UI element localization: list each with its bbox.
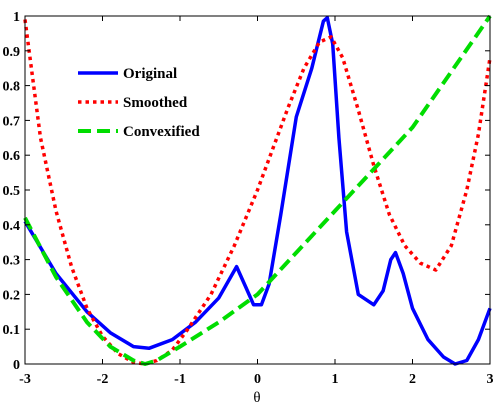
legend-label: Smoothed: [123, 95, 188, 111]
x-axis: -3 -2 -1 0 1 2 3: [19, 16, 494, 387]
series-line-convexified: [23, 14, 492, 366]
y-axis: 0 0.1 0.2 0.3 0.4 0.5 0.6 0.7 0.8 0.9 1: [3, 10, 490, 373]
x-tick-label: 0: [254, 372, 261, 387]
legend-label: Original: [123, 66, 177, 82]
y-tick-label: 0.8: [3, 80, 21, 95]
y-tick-label: 0.3: [3, 254, 21, 269]
x-tick-label: -2: [97, 372, 109, 387]
y-tick-label: 0.9: [3, 45, 21, 60]
x-tick-label: 1: [332, 372, 339, 387]
legend: Original Smoothed Convexified: [78, 66, 200, 140]
plot-lines: [23, 14, 492, 366]
x-tick-label: -1: [174, 372, 186, 387]
y-tick-label: 0.6: [3, 149, 21, 164]
y-tick-label: 1: [13, 10, 20, 25]
x-tick-label: 3: [487, 372, 494, 387]
legend-label: Convexified: [123, 124, 200, 140]
y-tick-label: 0.1: [3, 323, 21, 338]
y-tick-label: 0.5: [3, 184, 21, 199]
series-line-smoothed: [23, 19, 492, 366]
y-tick-label: 0.2: [3, 288, 21, 303]
series-line-original: [23, 15, 492, 366]
x-axis-title: θ: [253, 390, 260, 406]
y-tick-label: 0: [13, 358, 20, 373]
x-tick-label: -3: [19, 372, 31, 387]
y-tick-label: 0.7: [3, 114, 21, 129]
y-tick-label: 0.4: [3, 219, 21, 234]
x-tick-label: 2: [409, 372, 416, 387]
